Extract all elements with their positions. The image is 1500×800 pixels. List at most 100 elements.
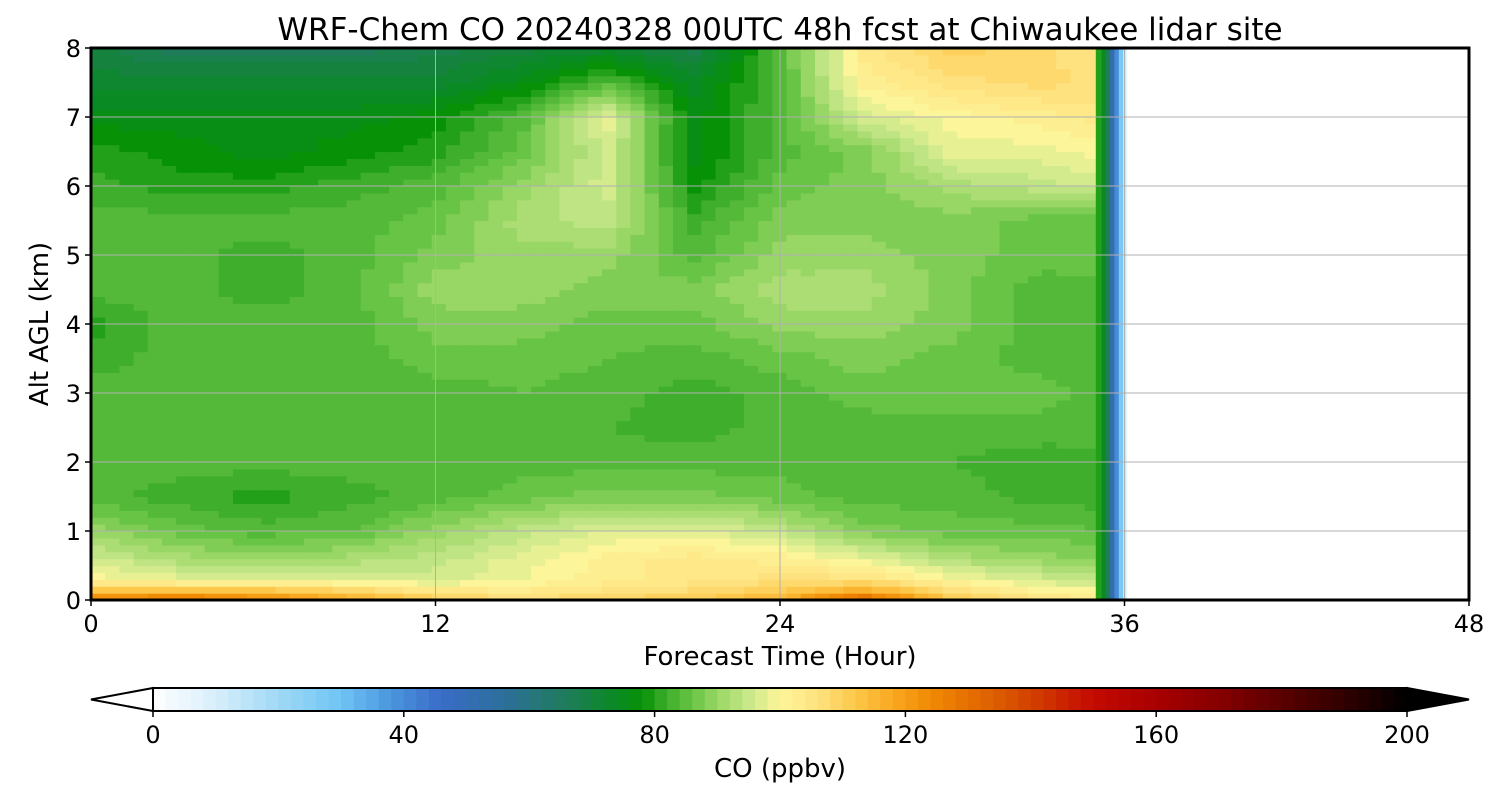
heatmap-cell: [1070, 158, 1086, 166]
heatmap-cell: [1013, 496, 1029, 504]
heatmap-cell: [261, 268, 277, 277]
heatmap-cell: [871, 179, 887, 187]
heatmap-cell: [672, 489, 688, 498]
heatmap-cell: [871, 386, 887, 394]
heatmap-cell: [985, 261, 1001, 270]
heatmap-cell: [531, 386, 546, 394]
heatmap-cell: [857, 496, 873, 504]
heatmap-cell: [985, 455, 1001, 463]
heatmap-cell: [318, 544, 333, 553]
heatmap-cell: [360, 448, 376, 456]
heatmap-cell: [587, 358, 603, 366]
heatmap-cell: [374, 531, 390, 539]
heatmap-cell: [431, 344, 447, 353]
heatmap-cell: [218, 144, 234, 153]
heatmap-cell: [403, 351, 419, 360]
heatmap-cell: [843, 531, 859, 539]
heatmap-cell: [176, 351, 191, 360]
heatmap-cell: [275, 413, 291, 422]
heatmap-cell: [829, 551, 844, 560]
heatmap-cell: [218, 572, 234, 580]
heatmap-cell: [743, 351, 759, 360]
heatmap-cell: [431, 406, 447, 415]
heatmap-cell: [176, 524, 191, 532]
heatmap-cell: [956, 358, 972, 366]
heatmap-cell: [672, 192, 688, 201]
heatmap-cell: [559, 303, 575, 311]
heatmap-cell: [956, 227, 972, 235]
heatmap-cell: [701, 303, 717, 311]
heatmap-cell: [403, 393, 419, 401]
heatmap-cell: [871, 365, 887, 373]
heatmap-cell: [488, 192, 504, 201]
heatmap-cell: [900, 420, 915, 429]
heatmap-cell: [701, 241, 717, 249]
heatmap-cell: [176, 358, 191, 366]
heatmap-cell: [1070, 268, 1086, 277]
heatmap-cell: [1013, 462, 1029, 470]
heatmap-cell: [161, 227, 177, 235]
heatmap-cell: [1084, 358, 1100, 366]
heatmap-cell: [289, 379, 305, 387]
heatmap-cell: [559, 524, 575, 532]
heatmap-cell: [516, 158, 532, 166]
heatmap-cell: [900, 558, 915, 567]
heatmap-cell: [445, 289, 461, 297]
heatmap-cell: [133, 399, 149, 408]
heatmap-cell: [602, 234, 617, 242]
heatmap-cell: [289, 317, 305, 325]
heatmap-cell: [445, 144, 461, 153]
heatmap-cell: [602, 261, 617, 270]
heatmap-cell: [687, 551, 702, 560]
heatmap-cell: [1027, 158, 1043, 166]
heatmap-cell: [445, 386, 461, 394]
heatmap-cell: [800, 310, 816, 318]
heatmap-cell: [701, 399, 717, 408]
heatmap-cell: [318, 137, 333, 146]
heatmap-cell: [602, 517, 617, 525]
heatmap-cell: [275, 130, 291, 139]
heatmap-cell: [743, 517, 759, 525]
heatmap-cell: [1084, 220, 1100, 228]
heatmap-cell: [374, 117, 390, 125]
heatmap-cell: [91, 227, 106, 235]
heatmap-cell: [573, 537, 589, 546]
heatmap-cell: [758, 593, 773, 600]
heatmap-cell: [531, 448, 546, 456]
heatmap-cell: [1013, 206, 1029, 215]
heatmap-cell: [190, 434, 206, 442]
heatmap-cell: [133, 324, 149, 332]
heatmap-cell: [445, 468, 461, 477]
heatmap-cell: [545, 441, 561, 449]
heatmap-cell: [956, 296, 972, 304]
heatmap-cell: [644, 165, 660, 173]
heatmap-cell: [573, 482, 589, 491]
heatmap-cell: [928, 406, 944, 415]
heatmap-cell: [232, 420, 248, 429]
heatmap-cell: [985, 365, 1001, 373]
heatmap-cell: [630, 351, 646, 360]
heatmap-cell: [871, 510, 887, 518]
heatmap-cell: [701, 310, 717, 318]
heatmap-cell: [474, 241, 490, 249]
heatmap-cell: [417, 213, 433, 222]
heatmap-cell: [176, 310, 191, 318]
heatmap-cell: [261, 282, 277, 291]
heatmap-cell: [417, 517, 433, 525]
heatmap-cell: [971, 503, 986, 511]
heatmap-cell: [218, 420, 234, 429]
heatmap-cell: [247, 275, 262, 284]
heatmap-cell: [1084, 393, 1100, 401]
heatmap-cell: [985, 537, 1001, 546]
heatmap-cell: [857, 289, 873, 297]
heatmap-cell: [545, 551, 561, 560]
heatmap-cell: [758, 275, 773, 284]
heatmap-cell: [942, 351, 958, 360]
heatmap-cell: [857, 386, 873, 394]
heatmap-cell: [672, 255, 688, 263]
heatmap-cell: [999, 344, 1015, 353]
heatmap-cell: [658, 123, 674, 132]
heatmap-cell: [360, 503, 376, 511]
heatmap-cell: [190, 358, 206, 366]
heatmap-cell: [687, 220, 702, 228]
